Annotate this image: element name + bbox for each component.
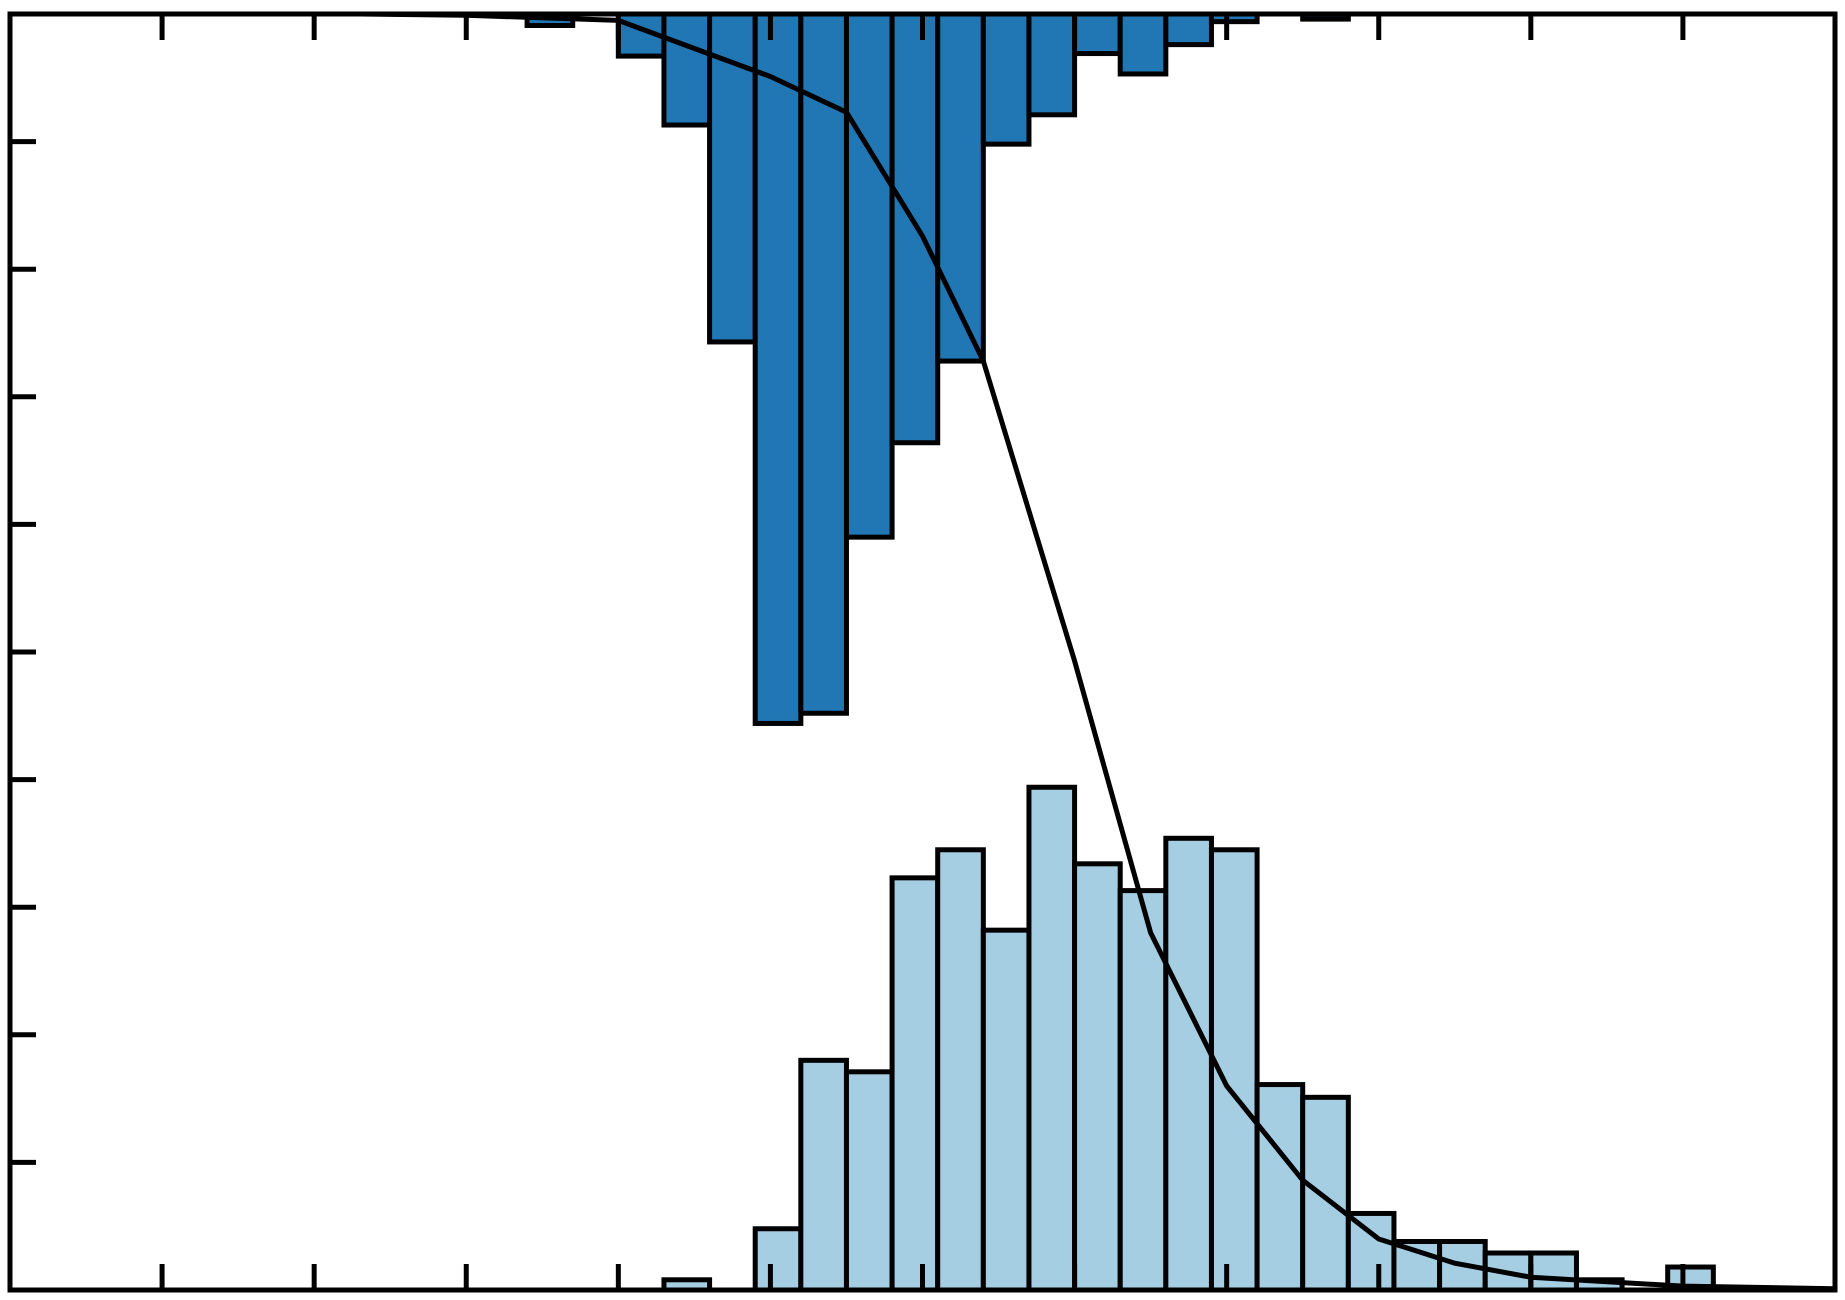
histogram-bar: [889, 875, 941, 1293]
histogram-bar: [1026, 784, 1078, 1293]
histogram-bar: [980, 11, 1032, 147]
histogram-bar: [1300, 1094, 1351, 1293]
histogram-bar: [843, 1069, 895, 1293]
histogram-bar: [1072, 11, 1123, 57]
histogram-bar: [798, 11, 849, 716]
histogram-bar: [1528, 1250, 1579, 1293]
histogram-bar: [843, 11, 895, 540]
histogram-bar: [935, 11, 986, 364]
histogram-bar: [1026, 11, 1078, 118]
histogram-bar: [1117, 888, 1169, 1293]
histogram-bar: [1072, 861, 1123, 1293]
histogram-bar: [798, 1057, 849, 1293]
histogram-bar: [752, 11, 804, 726]
histogram-bar: [752, 1226, 804, 1293]
histogram-bar: [980, 927, 1032, 1293]
histogram-bar: [1163, 835, 1214, 1293]
histogram-bar: [1163, 11, 1214, 48]
fit-curve: [359, 11, 1836, 1292]
histogram-bar: [1254, 1082, 1306, 1293]
histogram-bar: [935, 847, 986, 1293]
histogram-bar: [661, 11, 713, 128]
histogram-bar: [1117, 11, 1169, 77]
histogram-bar: [1345, 1210, 1397, 1293]
